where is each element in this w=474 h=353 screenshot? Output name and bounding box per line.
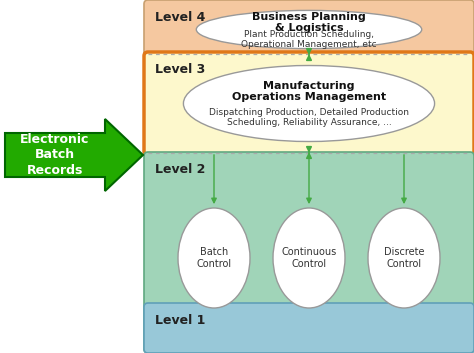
Text: Level 1: Level 1 (155, 314, 205, 327)
Text: Level 2: Level 2 (155, 163, 205, 176)
Ellipse shape (196, 10, 422, 49)
Text: Batch
Control: Batch Control (196, 247, 232, 269)
FancyBboxPatch shape (144, 52, 474, 155)
Text: Level 3: Level 3 (155, 63, 205, 76)
Ellipse shape (273, 208, 345, 308)
Ellipse shape (183, 66, 435, 142)
FancyBboxPatch shape (144, 303, 474, 353)
Text: Business Planning
& Logistics: Business Planning & Logistics (252, 12, 366, 33)
Text: Dispatching Production, Detailed Production
Scheduling, Reliability Assurance, .: Dispatching Production, Detailed Product… (209, 108, 409, 127)
Text: Discrete
Control: Discrete Control (384, 247, 424, 269)
Text: Plant Production Scheduling,
Operational Management, etc: Plant Production Scheduling, Operational… (241, 30, 377, 49)
Text: Electronic
Batch
Records: Electronic Batch Records (20, 133, 90, 177)
Ellipse shape (368, 208, 440, 308)
Text: Manufacturing
Operations Management: Manufacturing Operations Management (232, 81, 386, 102)
FancyBboxPatch shape (144, 0, 474, 57)
Text: Continuous
Control: Continuous Control (282, 247, 337, 269)
Text: Level 4: Level 4 (155, 11, 205, 24)
Polygon shape (5, 119, 143, 191)
Ellipse shape (178, 208, 250, 308)
FancyBboxPatch shape (144, 152, 474, 353)
